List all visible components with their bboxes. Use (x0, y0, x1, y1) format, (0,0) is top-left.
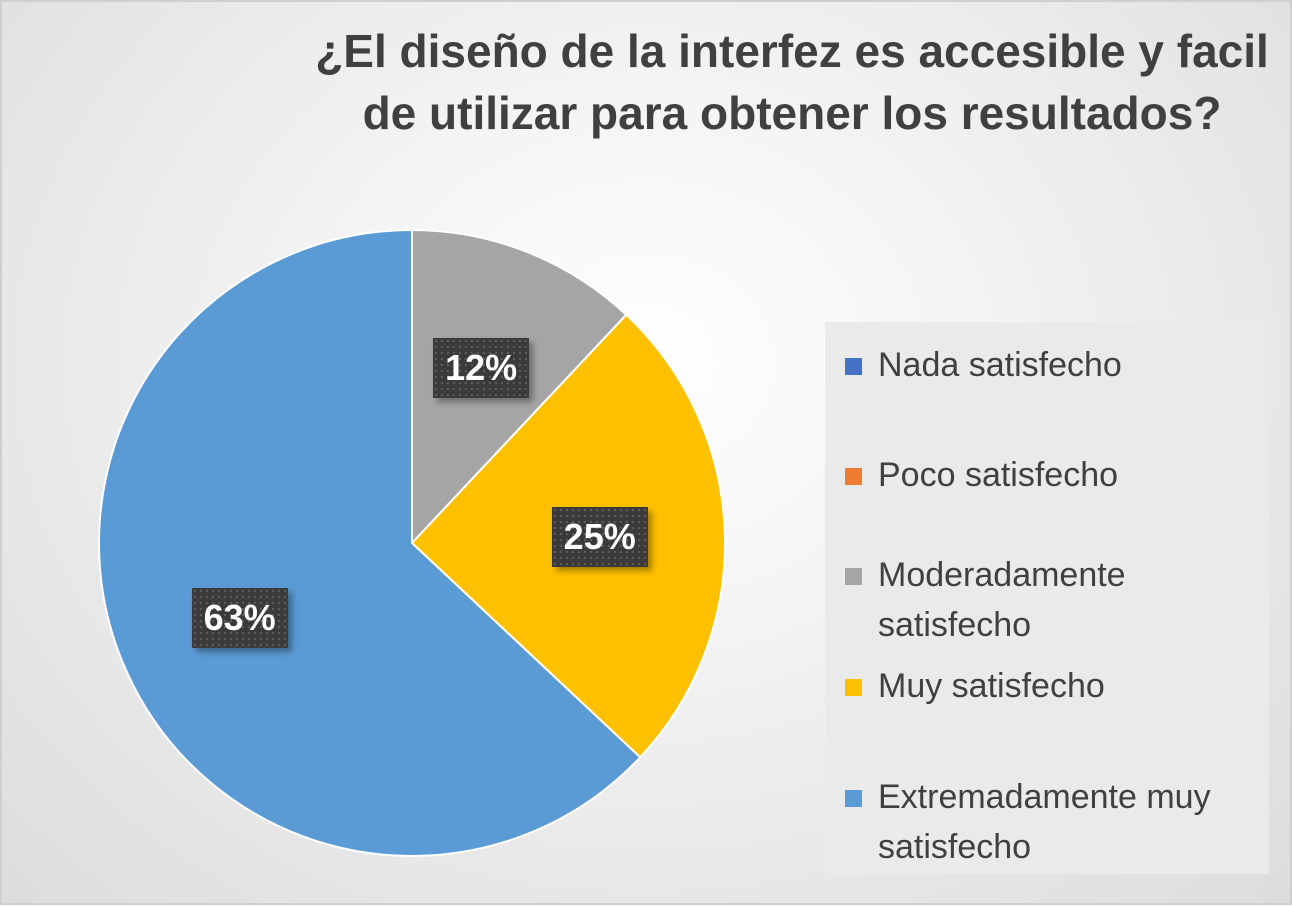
legend-item-nada-satisfecho: Nada satisfecho (845, 340, 1265, 390)
legend-swatch (845, 468, 862, 485)
legend-swatch (845, 568, 862, 585)
legend: Nada satisfecho Poco satisfecho Moderada… (825, 322, 1269, 874)
legend-swatch (845, 358, 862, 375)
legend-label: Poco satisfecho (878, 450, 1265, 500)
legend-swatch (845, 679, 862, 696)
data-label-extremadamente-muy-satisfecho: 63% (192, 588, 288, 648)
legend-label: Extremadamente muy satisfecho (878, 772, 1265, 872)
legend-label: Nada satisfecho (878, 340, 1265, 390)
legend-item-extremadamente-muy-satisfecho: Extremadamente muy satisfecho (845, 772, 1265, 872)
legend-label: Moderadamente satisfecho (878, 550, 1265, 650)
data-label-moderadamente-satisfecho: 12% (433, 338, 529, 398)
data-label-muy-satisfecho: 25% (552, 507, 648, 567)
legend-item-poco-satisfecho: Poco satisfecho (845, 450, 1265, 500)
legend-swatch (845, 790, 862, 807)
legend-item-muy-satisfecho: Muy satisfecho (845, 661, 1265, 711)
legend-item-moderadamente-satisfecho: Moderadamente satisfecho (845, 550, 1265, 650)
legend-label: Muy satisfecho (878, 661, 1265, 711)
